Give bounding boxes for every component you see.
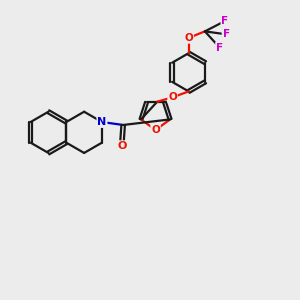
Text: O: O bbox=[117, 141, 126, 151]
Text: N: N bbox=[97, 117, 106, 127]
Text: O: O bbox=[184, 33, 193, 43]
Text: O: O bbox=[168, 92, 177, 102]
Text: F: F bbox=[216, 43, 223, 52]
Text: O: O bbox=[151, 125, 160, 135]
Text: F: F bbox=[221, 16, 229, 26]
Text: F: F bbox=[223, 29, 230, 39]
